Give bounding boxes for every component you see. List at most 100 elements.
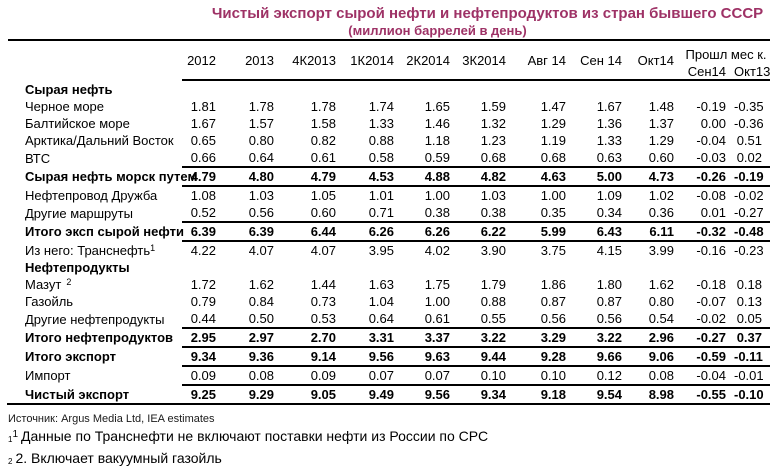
cell-value [734, 80, 770, 98]
cell-value: 1.74 [368, 99, 394, 114]
cell-value: 0.07 [344, 366, 402, 386]
cell-value: 1.37 [648, 116, 674, 131]
corner-cell [7, 42, 182, 80]
row-label-text: Из него: Транснефть [25, 242, 151, 258]
row-label-text: Нефтепродукты [25, 260, 130, 275]
cell-value: 0.36 [630, 204, 682, 223]
cell-value: 9.28 [514, 347, 574, 367]
footnote-1-superscript: 1 [12, 429, 19, 440]
row-label-text: Итого экспорт [25, 349, 116, 364]
row-label-text: Импорт [25, 368, 71, 383]
table-row: Чистый экспорт 9.25 9.29 9.05 9.49 9.56 9.34 9.… [7, 385, 771, 405]
table-row: Итого нефтепродуктов 2.95 2.97 2.70 3.31 3.37… [7, 328, 771, 348]
row-label: Балтийское море [7, 115, 182, 132]
table-row: Газойль 0.79 0.84 0.73 1.04 1.00 0.88 0.87 0.87 0… [7, 293, 770, 310]
cell-value: 1.63 [368, 277, 394, 292]
cell-value: 1.33 [596, 133, 622, 148]
cell-value: 3.29 [514, 328, 574, 348]
cell-value: 0.82 [310, 133, 336, 148]
cell-value: -0.08 [696, 188, 726, 203]
cell-value: 9.56 [344, 347, 402, 367]
cell-value: 1.01 [368, 188, 394, 203]
column-header: 2012 [182, 42, 224, 81]
cell-value [682, 80, 734, 98]
cell-value: 1.03 [480, 188, 506, 203]
table-row: Нефтепровод Дружба 1.08 1.03 1.05 1.01 1.00 1.… [7, 186, 770, 204]
cell-value: 0.80 [248, 133, 274, 148]
cell-value: 9.54 [574, 385, 630, 405]
cell-value: 1.48 [648, 99, 674, 114]
cell-value: 1.78 [248, 99, 274, 114]
row-label: Мазут 2 [7, 276, 182, 293]
cell-value: 4.73 [630, 167, 682, 187]
cell-value: 5.99 [514, 222, 574, 242]
row-label: Итого нефтепродуктов [7, 328, 182, 347]
cell-value: -0.10 [734, 385, 771, 405]
row-label: Чистый экспорт [7, 385, 182, 405]
cell-value: 4.82 [458, 167, 514, 187]
row-label-text: Нефтепровод Дружба [25, 187, 158, 203]
row-label-text: Чистый экспорт [25, 386, 130, 402]
cell-value [458, 80, 514, 98]
cell-value: 0.60 [630, 149, 682, 168]
cell-value: 2.96 [630, 328, 682, 348]
cell-value: 4.07 [248, 243, 274, 258]
cell-value: 4.07 [310, 243, 336, 258]
row-label-text: Другие нефтепродукты [25, 311, 165, 327]
cell-value: 9.66 [574, 347, 630, 367]
table-body: Сырая нефть Черное море 1.81 1.78 1.78 1.74 1.… [7, 80, 771, 405]
cell-value: 9.06 [630, 347, 682, 367]
row-label: Другие маршруты [7, 204, 182, 222]
data-table: 2012 2013 4К2013 1К2014 2К2014 3К2014 Авг 14 Се… [7, 42, 770, 405]
row-label-text: Черное море [25, 99, 105, 114]
cell-value: 3.22 [458, 328, 514, 348]
cell-value: 0.02 [734, 149, 771, 168]
footnote-1-tiny-marker: 1 [8, 435, 13, 444]
cell-value: 0.56 [224, 204, 282, 223]
cell-value: 6.44 [282, 222, 344, 242]
row-label: Из него: Транснефть1 [7, 241, 182, 259]
cell-value: 1.75 [424, 277, 450, 292]
cell-value: 3.75 [540, 243, 566, 258]
footnote-2: 2 2. Включает вакуумный газойль [8, 449, 772, 471]
cell-value: 4.80 [224, 167, 282, 187]
cell-value: 1.86 [540, 277, 566, 292]
cell-value: 0.38 [458, 204, 514, 223]
sub-column-header: Окт13 [734, 63, 771, 81]
cell-value [574, 259, 630, 276]
cell-value: 1.09 [596, 188, 622, 203]
cell-value: -0.23 [734, 243, 764, 258]
table-row: Другие нефтепродукты 0.44 0.50 0.53 0.64 0.61… [7, 310, 771, 329]
cell-value: 0.54 [630, 310, 682, 329]
row-label: Сырая нефть [7, 80, 182, 98]
cell-value: 0.18 [736, 277, 763, 292]
cell-value: -0.55 [682, 385, 734, 405]
group-column-header: Прошл мес к. [685, 47, 767, 62]
cell-value: -0.48 [734, 222, 771, 242]
row-label: ВТС [7, 149, 182, 167]
cell-value [514, 259, 574, 276]
cell-value: 1.67 [596, 99, 622, 114]
row-label: Сырая нефть морск путем [7, 167, 197, 186]
cell-value: 9.56 [402, 385, 458, 405]
cell-value: 0.52 [182, 204, 224, 223]
cell-value: 0.37 [734, 328, 771, 348]
cell-value: -0.26 [682, 167, 734, 187]
table-top-rule [8, 39, 770, 41]
table-row: Сырая нефть морск путем 4.79 4.80 4.79 4.53 4… [7, 167, 771, 187]
cell-value: -0.03 [682, 149, 734, 168]
cell-value: 4.88 [402, 167, 458, 187]
cell-value: 6.22 [458, 222, 514, 242]
cell-value: 0.84 [248, 294, 274, 309]
cell-value: 0.55 [458, 310, 514, 329]
cell-value: 1.33 [368, 116, 394, 131]
row-label: Итого эксп сырой нефти [7, 222, 184, 241]
page-subtitle: (миллион баррелей в день) [348, 23, 527, 38]
cell-value: 4.63 [514, 167, 574, 187]
cell-value: -0.11 [734, 347, 771, 367]
cell-value: 1.62 [648, 277, 674, 292]
row-label-text: ВТС [25, 150, 51, 166]
cell-value: -0.59 [682, 347, 734, 367]
cell-value: -0.02 [734, 188, 764, 203]
cell-value: 6.11 [630, 222, 682, 242]
